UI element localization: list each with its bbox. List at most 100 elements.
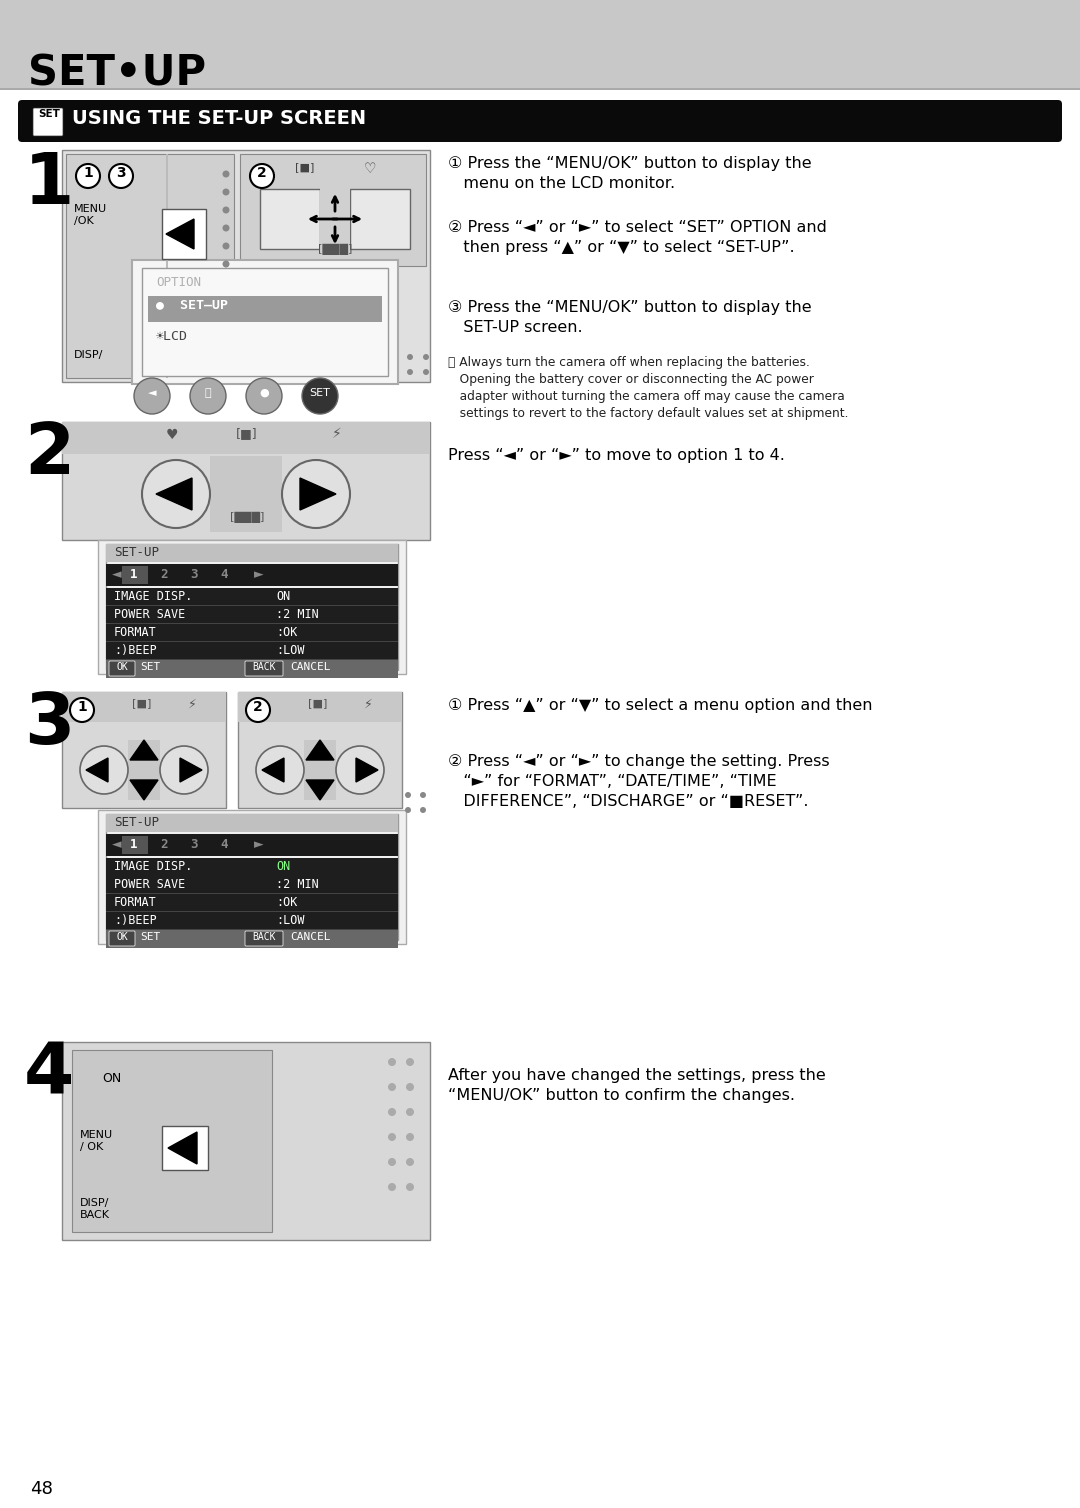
Text: ON: ON [102,1072,121,1084]
Text: ◄: ◄ [112,838,122,851]
Text: BACK: BACK [253,932,275,942]
Circle shape [405,792,411,798]
Text: ③ Press the “MENU/OK” button to display the
   SET-UP screen.: ③ Press the “MENU/OK” button to display … [448,300,812,335]
Text: ♥: ♥ [165,428,178,442]
Bar [106,544,399,562]
Circle shape [222,225,229,232]
Bar [62,692,226,808]
Text: ◄: ◄ [112,569,122,581]
Circle shape [420,807,426,813]
Circle shape [256,746,303,795]
Bar [62,692,226,722]
Bar [122,566,148,584]
Text: ♡: ♡ [364,161,376,176]
Polygon shape [130,740,158,760]
Text: 3: 3 [190,838,198,851]
Bar [106,894,399,912]
Text: SET: SET [140,932,160,942]
Text: ◄: ◄ [148,388,157,398]
Text: 3: 3 [24,691,75,759]
Bar [106,564,399,587]
Text: 4: 4 [220,569,228,581]
Circle shape [302,379,338,415]
Circle shape [141,460,210,528]
Circle shape [407,354,413,360]
Text: SET: SET [38,109,59,119]
FancyBboxPatch shape [245,930,283,946]
Text: ON: ON [276,860,291,873]
Text: :)BEEP: :)BEEP [114,644,157,657]
Text: BACK: BACK [253,662,275,673]
Text: Press “◄” or “►” to move to option 1 to 4.: Press “◄” or “►” to move to option 1 to … [448,448,785,463]
Circle shape [423,354,429,360]
Bar [238,692,402,808]
Bar [106,814,399,939]
Bar [72,1050,272,1232]
Bar [66,154,234,379]
Bar [106,642,399,661]
Text: OK: OK [117,932,127,942]
Text: 2: 2 [253,700,262,713]
Circle shape [388,1133,396,1142]
Circle shape [406,1059,414,1066]
Text: ●  SET–UP: ● SET–UP [156,299,228,311]
Polygon shape [86,759,108,783]
Bar [320,181,350,256]
Text: POWER SAVE: POWER SAVE [114,608,186,621]
FancyBboxPatch shape [33,109,63,136]
Text: ⚡: ⚡ [364,698,373,710]
FancyBboxPatch shape [109,930,135,946]
Text: USING THE SET-UP SCREEN: USING THE SET-UP SCREEN [72,109,366,128]
Bar [166,154,168,379]
Circle shape [190,379,226,415]
Polygon shape [180,759,202,783]
Bar [132,259,399,385]
Circle shape [406,1158,414,1166]
Bar [62,149,430,382]
Text: 3: 3 [117,166,125,179]
Text: CANCEL: CANCEL [291,662,330,673]
Text: After you have changed the settings, press the
“MENU/OK” button to confirm the c: After you have changed the settings, pre… [448,1068,826,1102]
Circle shape [246,698,270,722]
Bar [106,588,399,606]
Text: :2 MIN: :2 MIN [276,608,319,621]
Bar [106,858,399,876]
Text: 2: 2 [160,838,167,851]
Bar [106,606,399,624]
Circle shape [246,379,282,415]
Text: IMAGE DISP.: IMAGE DISP. [114,860,192,873]
Bar [106,834,399,857]
Text: [■]: [■] [295,161,314,172]
Text: ON: ON [276,590,291,603]
Text: [■]: [■] [237,427,258,440]
Bar [238,692,402,722]
Circle shape [388,1059,396,1066]
Polygon shape [306,740,334,760]
Text: ⚡: ⚡ [188,698,197,710]
Circle shape [222,188,229,196]
Bar [148,296,382,323]
Bar [122,835,148,854]
Text: FORMAT: FORMAT [114,896,157,909]
Bar [141,268,388,375]
Polygon shape [156,478,192,510]
Text: :OK: :OK [276,896,297,909]
Circle shape [160,746,208,795]
Bar [162,1126,208,1170]
Text: 4: 4 [220,838,228,851]
Polygon shape [300,478,336,510]
Text: OK: OK [117,662,127,673]
Polygon shape [166,219,194,249]
Bar [98,540,406,674]
Bar [106,544,399,670]
Text: :)BEEP: :)BEEP [114,914,157,927]
Polygon shape [168,1133,197,1164]
Text: SET: SET [140,662,160,673]
Text: SET-UP: SET-UP [114,816,159,829]
Text: ●: ● [259,388,269,398]
Bar [62,422,430,454]
Text: CANCEL: CANCEL [291,932,330,942]
Circle shape [388,1108,396,1116]
Text: POWER SAVE: POWER SAVE [114,878,186,891]
Text: :OK: :OK [276,626,297,639]
